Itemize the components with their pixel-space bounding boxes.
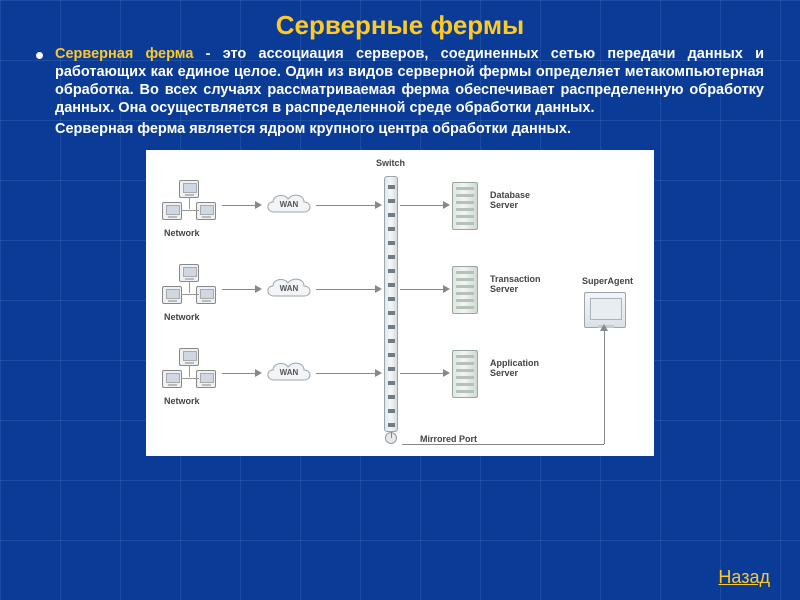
network-label: Network bbox=[164, 228, 200, 238]
arrow-icon bbox=[443, 201, 450, 209]
bullet-dot-icon bbox=[36, 52, 43, 59]
server-device bbox=[452, 350, 478, 398]
arrow-icon bbox=[600, 324, 608, 331]
paragraph-main: Серверная ферма - это ассоциация серверо… bbox=[55, 45, 764, 118]
arrow-icon bbox=[375, 201, 382, 209]
wan-cloud: WAN bbox=[262, 358, 316, 388]
switch-label: Switch bbox=[376, 158, 405, 168]
network-label: Network bbox=[164, 312, 200, 322]
switch-device bbox=[384, 176, 398, 432]
lead-sep: - bbox=[193, 46, 222, 62]
superagent-device bbox=[584, 292, 626, 328]
network-cluster bbox=[162, 180, 220, 226]
mirrored-port-label: Mirrored Port bbox=[420, 434, 477, 444]
arrow-icon bbox=[255, 369, 262, 377]
network-label: Network bbox=[164, 396, 200, 406]
content-block: Серверная ферма - это ассоциация серверо… bbox=[0, 45, 800, 138]
paragraph-secondary: Серверная ферма является ядром крупного … bbox=[55, 120, 764, 138]
server-label: TransactionServer bbox=[490, 274, 541, 295]
wan-cloud: WAN bbox=[262, 274, 316, 304]
back-link[interactable]: Назад bbox=[718, 567, 770, 588]
arrow-icon bbox=[443, 285, 450, 293]
superagent-label: SuperAgent bbox=[582, 276, 633, 286]
server-device bbox=[452, 182, 478, 230]
arrow-icon bbox=[255, 285, 262, 293]
network-diagram: Switch Network Network Network WAN WAN WAN Data… bbox=[146, 150, 654, 456]
page-title: Серверные фермы bbox=[0, 0, 800, 45]
arrow-icon bbox=[255, 201, 262, 209]
bullet-item: Серверная ферма - это ассоциация серверо… bbox=[36, 45, 764, 118]
wan-cloud: WAN bbox=[262, 190, 316, 220]
network-cluster bbox=[162, 264, 220, 310]
server-device bbox=[452, 266, 478, 314]
server-label: ApplicationServer bbox=[490, 358, 539, 379]
arrow-icon bbox=[375, 369, 382, 377]
arrow-icon bbox=[375, 285, 382, 293]
lead-term: Серверная ферма bbox=[55, 46, 193, 62]
server-label: DatabaseServer bbox=[490, 190, 530, 211]
arrow-icon bbox=[443, 369, 450, 377]
network-cluster bbox=[162, 348, 220, 394]
